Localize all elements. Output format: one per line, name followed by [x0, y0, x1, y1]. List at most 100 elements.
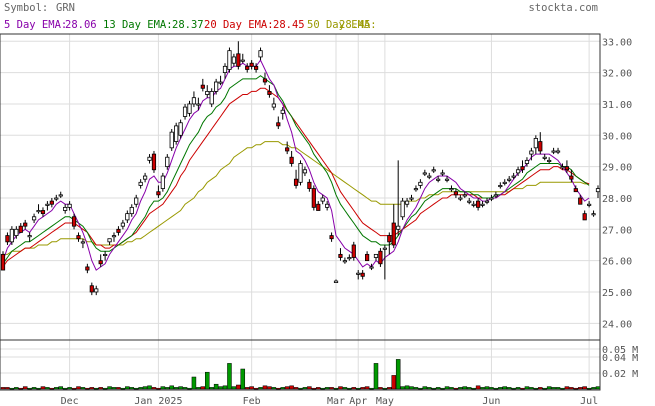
candle-body — [245, 65, 250, 70]
candle-body — [400, 200, 405, 218]
candle-body — [409, 197, 414, 200]
candle — [111, 232, 117, 242]
candle — [107, 238, 112, 245]
candle-body — [280, 109, 285, 114]
volume-bar — [67, 387, 72, 390]
candle — [142, 172, 148, 183]
volume-bar — [427, 387, 432, 390]
candle-body — [591, 213, 596, 216]
volume-bar — [471, 387, 476, 390]
candle-body — [94, 288, 99, 293]
candle — [165, 154, 170, 170]
volume-bar — [191, 376, 197, 390]
volume-bar — [573, 387, 579, 390]
candle-body — [14, 228, 19, 236]
candle-body — [222, 65, 228, 74]
candle — [409, 194, 414, 202]
candle-body — [214, 81, 219, 92]
candle-body — [271, 103, 276, 108]
volume-bar — [182, 387, 188, 390]
volume-bar — [138, 387, 143, 390]
candle-body — [547, 159, 552, 162]
candle-body — [560, 166, 565, 169]
volume-bar — [542, 387, 547, 390]
volume-bar — [338, 386, 343, 390]
candle-body — [342, 260, 348, 263]
candle-body — [236, 53, 241, 67]
candle-body — [360, 272, 365, 277]
legend-ema5-value: 28.06 — [65, 19, 97, 31]
volume-bar — [493, 387, 499, 390]
volume-bar — [364, 386, 370, 390]
volume-bar — [418, 387, 423, 390]
candle-body — [480, 203, 485, 206]
candle — [307, 179, 312, 192]
legend-ema13-label: 13 Day EMA: — [103, 19, 173, 31]
volume-bar — [49, 387, 55, 390]
candle — [125, 210, 130, 224]
candle — [9, 226, 14, 245]
candle-body — [440, 172, 445, 175]
candle-body — [125, 213, 130, 221]
candle — [467, 197, 472, 205]
volume-bar — [156, 387, 161, 390]
volume-bar — [475, 385, 481, 390]
volume-bar — [22, 386, 28, 390]
volume-bar — [240, 368, 246, 390]
volume-bar — [551, 387, 556, 390]
price-tick-label: 27.00 — [602, 225, 632, 236]
volume-bar — [169, 385, 174, 390]
candle-body — [498, 185, 503, 188]
candle — [187, 100, 192, 117]
candle — [31, 213, 37, 224]
month-tick-label: Jun — [482, 396, 500, 406]
candle — [560, 163, 565, 170]
legend-ema20-value: 28.45 — [273, 19, 305, 31]
volume-bar — [45, 387, 50, 390]
candle — [249, 60, 254, 70]
volume-bar — [409, 386, 414, 390]
volume-bar — [342, 387, 348, 390]
price-tick-label: 31.00 — [602, 100, 632, 111]
price-tick-label: 29.00 — [602, 163, 632, 174]
candle-body — [285, 147, 290, 152]
candle-body — [160, 175, 165, 189]
month-tick-label: Feb — [243, 396, 261, 406]
volume-bar — [329, 387, 334, 390]
candle — [436, 176, 441, 183]
volume-bar — [280, 387, 285, 390]
volume-bar — [111, 387, 117, 390]
candle — [507, 176, 512, 183]
candle — [320, 194, 325, 205]
candle — [129, 204, 134, 217]
volume-bar — [27, 387, 32, 390]
candle-body — [103, 253, 108, 256]
candle — [591, 210, 596, 217]
volume-tick-label: 0.04 M — [602, 353, 638, 364]
volume-bar — [253, 387, 259, 390]
candle-body — [27, 235, 32, 238]
volume-bar — [54, 387, 59, 390]
candle — [280, 107, 285, 120]
volume-bar — [355, 387, 361, 390]
volume-bar — [298, 387, 303, 390]
volume-bar — [89, 387, 95, 390]
volume-bar — [227, 363, 232, 390]
candle-body — [293, 178, 299, 186]
volume-bar — [107, 386, 112, 390]
candle — [418, 179, 423, 189]
volume-tick-label: 0.02 M — [602, 369, 638, 380]
volume-panel-frame — [0, 339, 601, 391]
volume-bar — [480, 387, 485, 390]
volume-bar — [76, 386, 81, 390]
candle — [80, 238, 86, 249]
candle — [0, 251, 6, 271]
candle-body — [54, 197, 59, 200]
candle-body — [520, 166, 525, 171]
volume-bar — [511, 387, 516, 390]
candle-body — [307, 181, 312, 189]
candle-body — [427, 175, 432, 178]
volume-bar — [324, 387, 330, 390]
volume-bar — [382, 387, 388, 390]
candle-body — [578, 197, 583, 205]
